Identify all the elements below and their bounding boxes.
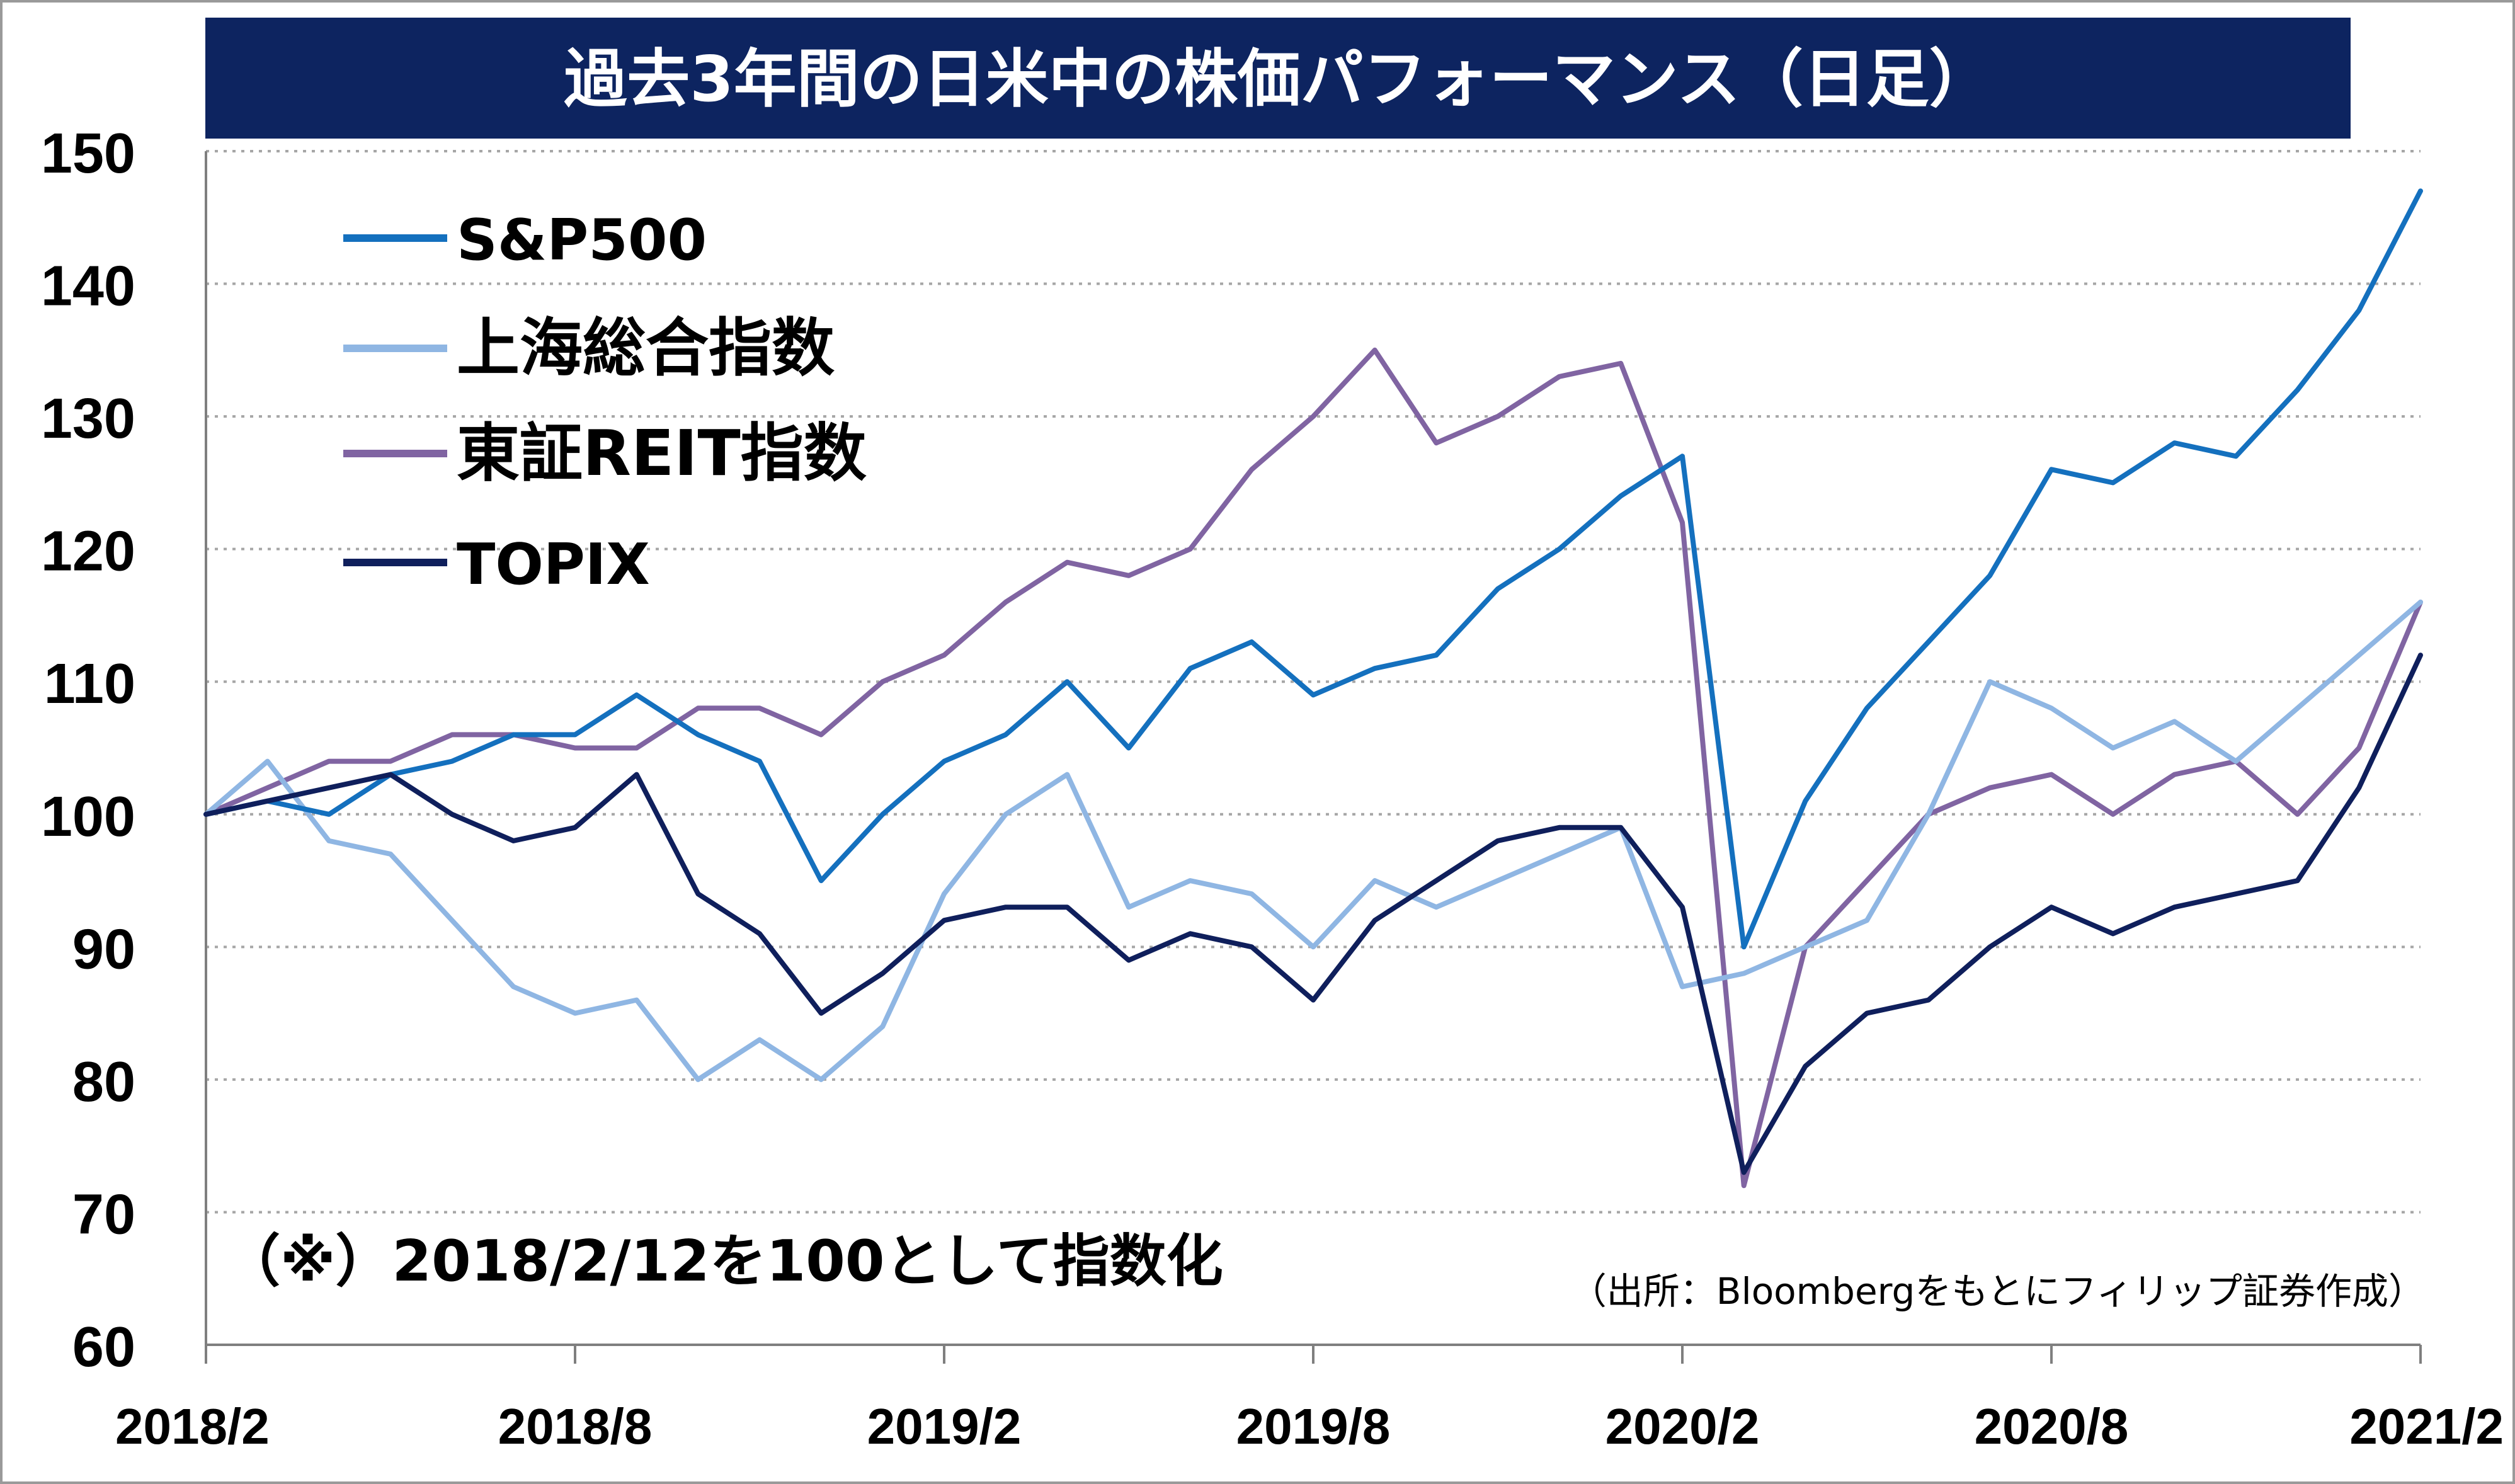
legend-label-1: 上海総合指数 xyxy=(457,311,835,385)
x-tick-label-2020/8: 2020/8 xyxy=(1975,1398,2129,1454)
y-tick-label-70: 70 xyxy=(72,1183,135,1246)
x-tick-label-2020/2: 2020/2 xyxy=(1605,1398,1760,1454)
x-axis-tick-labels: 2018/2 2018/8 2019/2 2019/8 2020/2 2020/8 2021… xyxy=(115,1345,2504,1454)
title-bar-background xyxy=(205,18,2351,139)
x-tick-label-2019/8: 2019/8 xyxy=(1236,1398,1391,1454)
gridlines xyxy=(206,150,2421,1214)
legend-label-2: 東証REIT指数 xyxy=(457,416,867,490)
y-tick-label-80: 80 xyxy=(72,1051,135,1114)
y-tick-label-100: 100 xyxy=(41,785,135,848)
title-bar: 過去3年間の日米中の株価パフォーマンス（日足） xyxy=(205,18,2351,139)
source-note: （出所：Bloombergをもとにフィリップ証券作成） xyxy=(1570,1270,2425,1313)
y-tick-label-60: 60 xyxy=(72,1316,135,1379)
series-line-1 xyxy=(203,599,2423,1082)
y-tick-label-130: 130 xyxy=(41,387,135,450)
series-line-0 xyxy=(203,188,2423,950)
x-tick-label-2018/2: 2018/2 xyxy=(115,1398,270,1454)
y-tick-label-120: 120 xyxy=(41,520,135,583)
series-line-2 xyxy=(203,347,2423,1189)
x-tick-label-2019/2: 2019/2 xyxy=(867,1398,1022,1454)
y-tick-label-90: 90 xyxy=(72,918,135,981)
legend-label-3: TOPIX xyxy=(457,532,650,598)
y-axis-tick-labels: 150 140 130 120 110 100 90 80 70 60 xyxy=(41,122,135,1379)
y-tick-label-110: 110 xyxy=(44,653,135,716)
chart-title: 過去3年間の日米中の株価パフォーマンス（日足） xyxy=(564,42,1992,116)
series-lines xyxy=(203,188,2423,1189)
x-tick-label-2021/2: 2021/2 xyxy=(2349,1398,2504,1454)
series-line-3 xyxy=(203,653,2423,1175)
y-tick-label-150: 150 xyxy=(41,122,135,185)
legend-label-0: S&P500 xyxy=(457,207,707,273)
x-tick-label-2018/8: 2018/8 xyxy=(498,1398,653,1454)
index-note: （※）2018/2/12を100として指数化 xyxy=(224,1228,1223,1294)
y-tick-label-140: 140 xyxy=(41,255,135,318)
